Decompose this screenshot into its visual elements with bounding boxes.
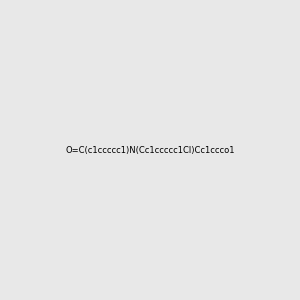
Text: O=C(c1ccccc1)N(Cc1ccccc1Cl)Cc1ccco1: O=C(c1ccccc1)N(Cc1ccccc1Cl)Cc1ccco1 xyxy=(65,146,235,154)
